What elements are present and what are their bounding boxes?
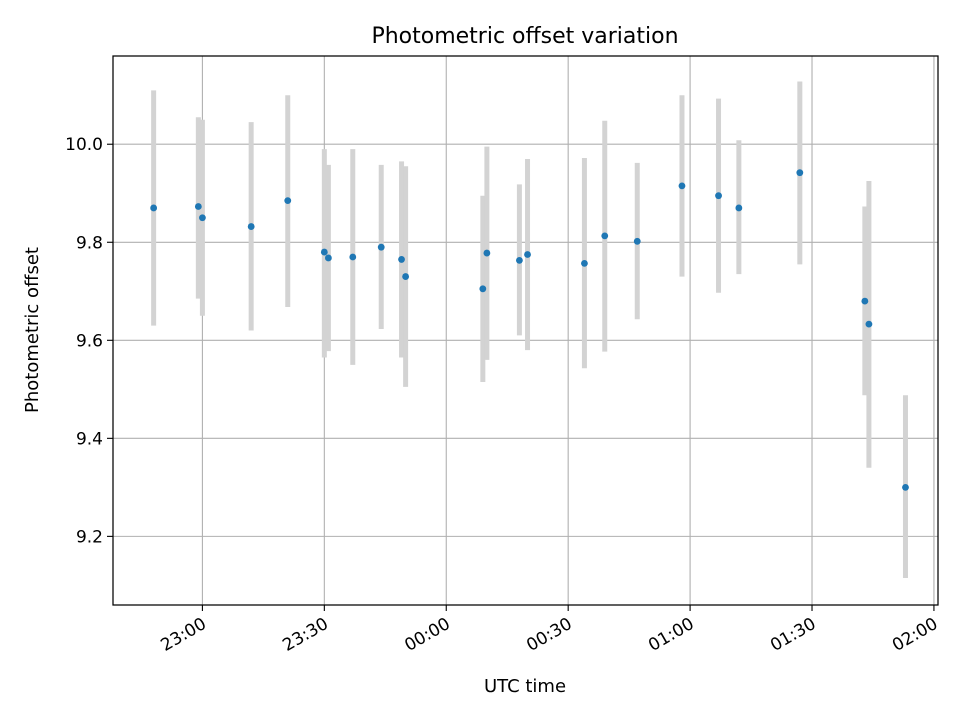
chart-title: Photometric offset variation — [371, 24, 678, 49]
data-point — [150, 204, 158, 212]
axes-frame — [112, 55, 939, 606]
y-tick-label: 9.4 — [76, 429, 103, 449]
data-point — [902, 483, 909, 491]
y-tick-label: 10.0 — [65, 135, 103, 155]
data-point — [324, 254, 332, 262]
data-point — [516, 257, 523, 264]
data-point — [199, 214, 206, 222]
data-point — [402, 273, 410, 280]
y-axis-ticks: 9.2 9.4 9.6 9.8 10.0 — [65, 135, 113, 547]
data-point — [398, 256, 405, 263]
data-point — [796, 169, 804, 177]
data-point — [633, 237, 641, 245]
data-point — [601, 232, 609, 240]
data-point — [247, 223, 255, 230]
data-point — [861, 297, 869, 305]
data-point — [715, 192, 722, 200]
y-tick-label: 9.2 — [76, 527, 103, 547]
data-point — [524, 251, 531, 258]
y-tick-label: 9.8 — [76, 233, 103, 253]
x-axis-label: UTC time — [484, 676, 566, 697]
data-point — [320, 248, 328, 256]
y-tick-label: 9.6 — [76, 331, 103, 351]
data-point — [194, 203, 202, 210]
data-point — [483, 249, 491, 257]
data-point — [581, 259, 588, 267]
data-point — [349, 253, 357, 261]
data-point — [284, 197, 292, 205]
data-point — [377, 243, 385, 251]
data-points — [150, 169, 909, 491]
data-point — [735, 204, 743, 212]
data-point — [479, 285, 487, 293]
y-axis-label: Photometric offset — [22, 247, 43, 413]
data-point — [678, 182, 686, 190]
data-point — [865, 320, 873, 328]
